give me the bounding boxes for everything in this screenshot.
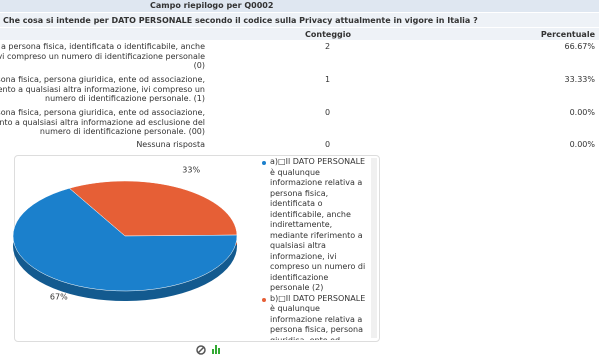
- count: 1: [325, 75, 331, 84]
- pie-slice: [12, 187, 238, 292]
- row-label-line: numero di identificazione personale. (1): [45, 94, 205, 103]
- title-row: Campo riepilogo per Q0002: [0, 0, 599, 12]
- count: 2: [325, 42, 331, 51]
- legend-entry: b)□Il DATO PERSONALE è qualunque informa…: [258, 293, 376, 341]
- row-label-line: Nessuna risposta: [136, 140, 205, 149]
- legend: a)□Il DATO PERSONALE è qualunque informa…: [258, 157, 376, 340]
- row-label-line: (0): [193, 61, 205, 70]
- percent: 66.67%: [564, 42, 595, 51]
- summary-title: Campo riepilogo per Q0002: [150, 1, 274, 10]
- row-label: va a persona fisica, identificata o iden…: [0, 42, 205, 71]
- percent: 33.33%: [564, 75, 595, 84]
- legend-bullet: [262, 161, 266, 165]
- percent: 0.00%: [569, 108, 595, 117]
- slice-label: 33%: [182, 166, 200, 175]
- col-count: Conteggio: [305, 30, 352, 39]
- question-row: Che cosa si intende per DATO PERSONALE s…: [0, 13, 599, 27]
- legend-text: b)□Il DATO PERSONALE è qualunque informa…: [270, 293, 366, 341]
- row-label-line: imento a qualsiasi altra informazione ad…: [0, 117, 205, 127]
- row-label-line: numero di identificazione personale. (00…: [39, 127, 205, 136]
- row-label-line: ivi compreso un numero di identificazion…: [0, 51, 205, 61]
- percent: 0.00%: [569, 140, 595, 149]
- row-label: Nessuna risposta: [0, 140, 205, 150]
- pie: 33% 67%: [12, 166, 238, 301]
- question: Che cosa si intende per DATO PERSONALE s…: [3, 16, 478, 25]
- bar-chart-icon[interactable]: [212, 345, 220, 354]
- col-percent: Percentuale: [540, 30, 595, 39]
- row-label-line: ersona fisica, persona giuridica, ente o…: [0, 75, 205, 84]
- legend-text: a)□Il DATO PERSONALE è qualunque informa…: [270, 157, 366, 292]
- legend-bullet: [262, 297, 266, 302]
- row-label-line: riferimento a qualsiasi altra informazio…: [0, 84, 205, 94]
- row-label-line: ersona fisica, persona giuridica, ente o…: [0, 108, 205, 117]
- count: 0: [325, 108, 331, 117]
- pie-slice: [68, 180, 238, 237]
- legend-entry: a)□Il DATO PERSONALE è qualunque informa…: [258, 157, 376, 294]
- scrollbar[interactable]: [371, 158, 377, 338]
- row-label: ersona fisica, persona giuridica, ente o…: [0, 75, 205, 104]
- hide-icon-slash: [197, 346, 205, 354]
- count: 0: [325, 140, 331, 149]
- slice-label: 67%: [50, 292, 68, 301]
- hide-icon[interactable]: [196, 345, 206, 355]
- column-header: Conteggio Percentuale: [0, 28, 599, 40]
- row-label: ersona fisica, persona giuridica, ente o…: [0, 108, 205, 137]
- row-label-line: va a persona fisica, identificata o iden…: [0, 42, 205, 51]
